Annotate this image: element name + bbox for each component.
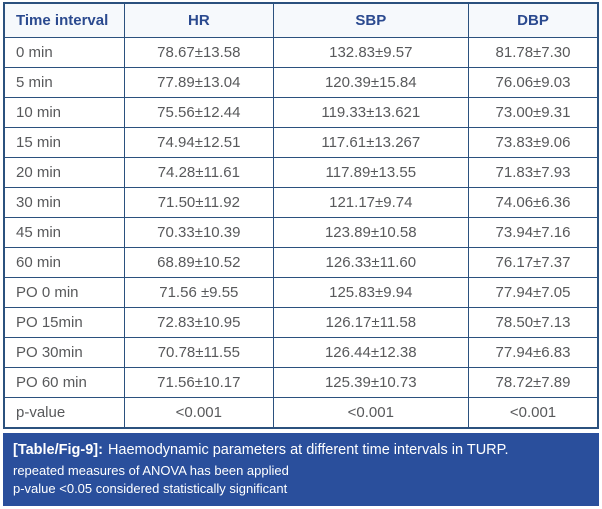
table-body: 0 min 78.67±13.58 132.83±9.57 81.78±7.30… [3, 37, 599, 429]
value-cell: 75.56±12.44 [124, 97, 274, 128]
value-cell: 77.89±13.04 [124, 67, 274, 98]
value-cell: 117.89±13.55 [272, 157, 470, 188]
row-label-cell: 0 min [3, 37, 126, 68]
value-cell: 77.94±6.83 [468, 337, 599, 368]
value-cell: 126.44±12.38 [272, 337, 470, 368]
value-cell: 74.06±6.36 [468, 187, 599, 218]
value-cell: 125.83±9.94 [272, 277, 470, 308]
value-cell: 119.33±13.621 [272, 97, 470, 128]
value-cell: 76.06±9.03 [468, 67, 599, 98]
caption-label: [Table/Fig-9]: [13, 442, 103, 458]
caption-note-pvalue: p-value <0.05 considered statistically s… [13, 481, 288, 496]
value-cell: 78.72±7.89 [468, 367, 599, 398]
table-row: 20 min 74.28±11.61 117.89±13.55 71.83±7.… [3, 157, 599, 188]
table-row: 10 min 75.56±12.44 119.33±13.621 73.00±9… [3, 97, 599, 128]
value-cell: 120.39±15.84 [272, 67, 470, 98]
row-label-cell: 30 min [3, 187, 126, 218]
value-cell: 121.17±9.74 [272, 187, 470, 218]
table-row: 5 min 77.89±13.04 120.39±15.84 76.06±9.0… [3, 67, 599, 98]
value-cell: 71.50±11.92 [124, 187, 274, 218]
value-cell: 72.83±10.95 [124, 307, 274, 338]
column-header-dbp: DBP [468, 2, 599, 38]
value-cell: 126.33±11.60 [272, 247, 470, 278]
row-label-cell: PO 15min [3, 307, 126, 338]
caption-note-anova: repeated measures of ANOVA has been appl… [13, 463, 289, 478]
value-cell: 117.61±13.267 [272, 127, 470, 158]
table-row: PO 0 min 71.56 ±9.55 125.83±9.94 77.94±7… [3, 277, 599, 308]
value-cell: 71.83±7.93 [468, 157, 599, 188]
column-header-hr: HR [124, 2, 274, 38]
value-cell: 126.17±11.58 [272, 307, 470, 338]
value-cell: 70.78±11.55 [124, 337, 274, 368]
row-label-cell: PO 0 min [3, 277, 126, 308]
value-cell: 71.56±10.17 [124, 367, 274, 398]
table-row: p-value <0.001 <0.001 <0.001 [3, 397, 599, 429]
row-label-cell: 45 min [3, 217, 126, 248]
value-cell: 68.89±10.52 [124, 247, 274, 278]
value-cell: 74.28±11.61 [124, 157, 274, 188]
table-row: 30 min 71.50±11.92 121.17±9.74 74.06±6.3… [3, 187, 599, 218]
value-cell: 123.89±10.58 [272, 217, 470, 248]
row-label-cell: 60 min [3, 247, 126, 278]
column-header-sbp: SBP [272, 2, 470, 38]
row-label-cell: PO 30min [3, 337, 126, 368]
value-cell: <0.001 [468, 397, 599, 429]
caption-title-line: [Table/Fig-9]: Haemodynamic parameters at… [13, 440, 589, 460]
table-row: 60 min 68.89±10.52 126.33±11.60 76.17±7.… [3, 247, 599, 278]
table-row: PO 15min 72.83±10.95 126.17±11.58 78.50±… [3, 307, 599, 338]
value-cell: 74.94±12.51 [124, 127, 274, 158]
header-row: Time interval HR SBP DBP [3, 2, 599, 38]
table-row: 15 min 74.94±12.51 117.61±13.267 73.83±9… [3, 127, 599, 158]
row-label-cell: 15 min [3, 127, 126, 158]
value-cell: 78.67±13.58 [124, 37, 274, 68]
value-cell: 125.39±10.73 [272, 367, 470, 398]
row-label-cell: 5 min [3, 67, 126, 98]
value-cell: <0.001 [272, 397, 470, 429]
row-label-cell: 20 min [3, 157, 126, 188]
row-label-cell: 10 min [3, 97, 126, 128]
column-header-time-interval: Time interval [3, 2, 126, 38]
row-label-cell: PO 60 min [3, 367, 126, 398]
value-cell: 70.33±10.39 [124, 217, 274, 248]
value-cell: 77.94±7.05 [468, 277, 599, 308]
value-cell: <0.001 [124, 397, 274, 429]
row-label-cell: p-value [3, 397, 126, 429]
value-cell: 73.00±9.31 [468, 97, 599, 128]
table-caption: [Table/Fig-9]: Haemodynamic parameters at… [3, 433, 599, 506]
table-row: 45 min 70.33±10.39 123.89±10.58 73.94±7.… [3, 217, 599, 248]
table-row: PO 60 min 71.56±10.17 125.39±10.73 78.72… [3, 367, 599, 398]
value-cell: 73.83±9.06 [468, 127, 599, 158]
value-cell: 76.17±7.37 [468, 247, 599, 278]
table-row: 0 min 78.67±13.58 132.83±9.57 81.78±7.30 [3, 37, 599, 68]
value-cell: 132.83±9.57 [272, 37, 470, 68]
table-header: Time interval HR SBP DBP [3, 2, 599, 38]
value-cell: 78.50±7.13 [468, 307, 599, 338]
haemodynamic-table: Time interval HR SBP DBP 0 min 78.67±13.… [3, 2, 599, 429]
value-cell: 81.78±7.30 [468, 37, 599, 68]
table-row: PO 30min 70.78±11.55 126.44±12.38 77.94±… [3, 337, 599, 368]
value-cell: 73.94±7.16 [468, 217, 599, 248]
caption-title: Haemodynamic parameters at different tim… [107, 442, 509, 458]
value-cell: 71.56 ±9.55 [124, 277, 274, 308]
